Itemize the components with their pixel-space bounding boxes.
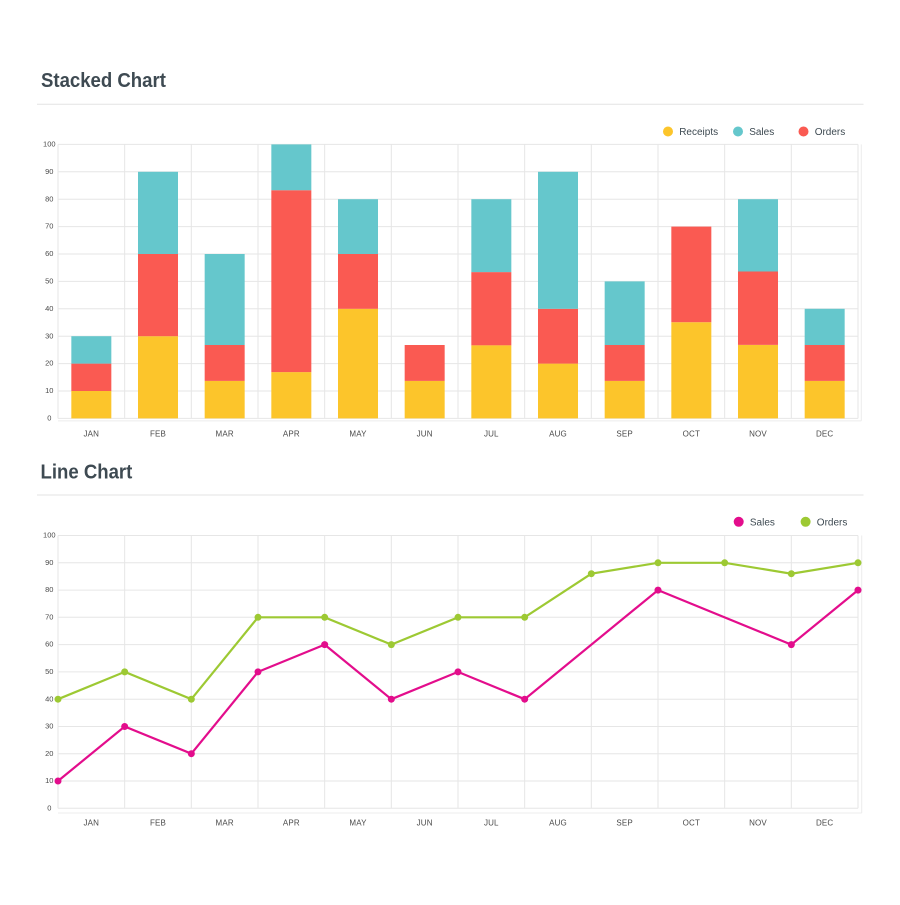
svg-text:DEC: DEC xyxy=(816,819,833,828)
svg-text:SEP: SEP xyxy=(616,430,632,439)
svg-text:APR: APR xyxy=(283,819,300,828)
svg-text:OCT: OCT xyxy=(683,430,700,439)
svg-text:50: 50 xyxy=(45,667,53,676)
svg-text:100: 100 xyxy=(43,140,56,149)
svg-text:AUG: AUG xyxy=(549,819,567,828)
svg-text:Sales: Sales xyxy=(750,517,775,528)
svg-text:20: 20 xyxy=(45,749,53,758)
svg-text:60: 60 xyxy=(45,249,53,258)
svg-text:0: 0 xyxy=(47,803,51,812)
svg-text:APR: APR xyxy=(283,430,300,439)
svg-text:MAY: MAY xyxy=(349,819,367,828)
svg-text:90: 90 xyxy=(45,167,53,176)
svg-text:JAN: JAN xyxy=(84,430,100,439)
svg-text:AUG: AUG xyxy=(549,430,567,439)
svg-text:40: 40 xyxy=(45,694,53,703)
svg-text:Orders: Orders xyxy=(817,517,848,528)
svg-text:50: 50 xyxy=(45,277,53,286)
svg-text:SEP: SEP xyxy=(616,819,632,828)
svg-text:NOV: NOV xyxy=(749,430,767,439)
svg-text:100: 100 xyxy=(43,531,56,540)
svg-text:80: 80 xyxy=(45,585,53,594)
svg-text:JUL: JUL xyxy=(484,819,499,828)
svg-text:NOV: NOV xyxy=(749,819,767,828)
svg-text:Stacked Chart: Stacked Chart xyxy=(41,69,166,92)
svg-text:OCT: OCT xyxy=(683,819,700,828)
svg-text:80: 80 xyxy=(45,194,53,203)
svg-text:Receipts: Receipts xyxy=(679,127,718,138)
svg-text:DEC: DEC xyxy=(816,430,833,439)
svg-text:JUN: JUN xyxy=(417,819,433,828)
svg-text:JUL: JUL xyxy=(484,430,499,439)
svg-text:10: 10 xyxy=(45,386,53,395)
svg-text:0: 0 xyxy=(47,414,51,423)
svg-text:20: 20 xyxy=(45,359,53,368)
svg-text:JUN: JUN xyxy=(417,430,433,439)
svg-text:Line Chart: Line Chart xyxy=(41,461,133,484)
svg-text:30: 30 xyxy=(45,331,53,340)
svg-text:40: 40 xyxy=(45,304,53,313)
svg-text:Orders: Orders xyxy=(815,127,846,138)
svg-text:10: 10 xyxy=(45,776,53,785)
svg-text:70: 70 xyxy=(45,612,53,621)
svg-text:70: 70 xyxy=(45,222,53,231)
svg-text:JAN: JAN xyxy=(84,819,100,828)
svg-text:90: 90 xyxy=(45,558,53,567)
svg-text:MAR: MAR xyxy=(216,430,234,439)
svg-text:60: 60 xyxy=(45,640,53,649)
svg-text:FEB: FEB xyxy=(150,430,166,439)
svg-text:MAY: MAY xyxy=(349,430,367,439)
svg-text:FEB: FEB xyxy=(150,819,166,828)
svg-text:MAR: MAR xyxy=(216,819,234,828)
svg-text:Sales: Sales xyxy=(749,127,774,138)
svg-text:30: 30 xyxy=(45,722,53,731)
